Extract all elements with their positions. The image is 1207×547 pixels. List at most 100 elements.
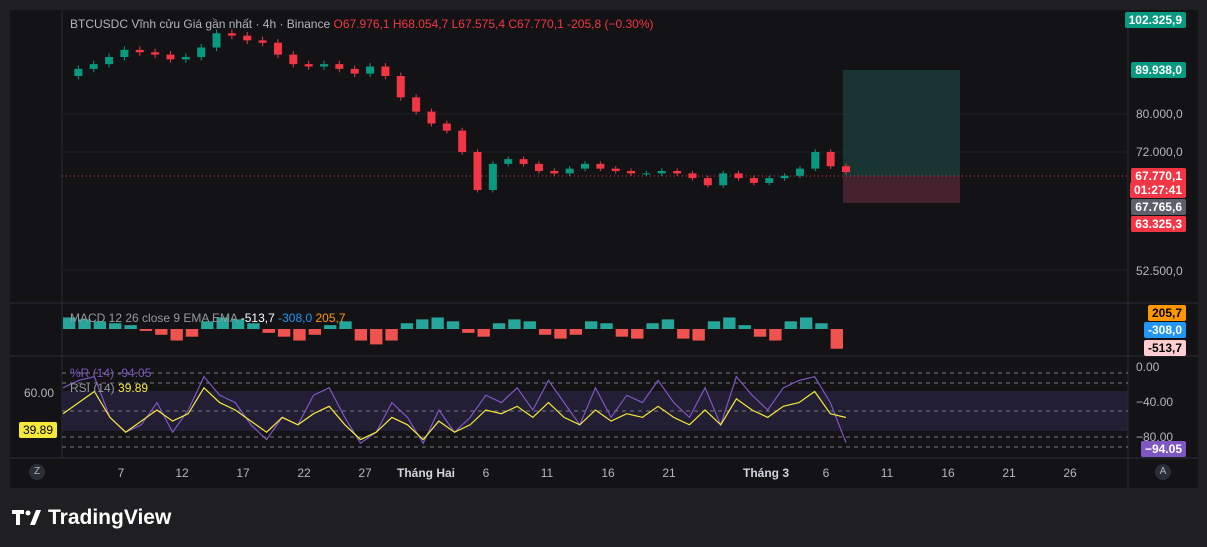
macd-bar-30 (523, 321, 536, 329)
price-tag-stop: 63.325,3 (1131, 216, 1186, 232)
candle-16 (304, 64, 313, 67)
candle-46 (765, 178, 774, 183)
candle-22 (396, 76, 405, 98)
macd-bar-18 (339, 321, 352, 329)
macd-bar-28 (492, 323, 506, 329)
price-tag-top: 102.325,9 (1124, 12, 1186, 28)
price-tag-mark: 67.765,6 (1131, 199, 1186, 215)
macd-bar-42 (707, 321, 721, 329)
candle-4 (120, 49, 129, 57)
open-value: O67.976,1 (333, 17, 390, 31)
candle-28 (488, 163, 497, 190)
target-zone (843, 70, 960, 176)
x-tick-15: 26 (1063, 466, 1077, 480)
candle-15 (289, 54, 298, 65)
macd-bar-29 (508, 319, 521, 329)
candle-8 (181, 57, 190, 60)
candle-37 (627, 171, 636, 174)
candle-21 (381, 66, 390, 76)
macd-bar-17 (324, 325, 337, 329)
x-tick-11: 6 (822, 466, 830, 480)
macd-legend-value1: -513,7 (240, 311, 275, 325)
candle-5 (135, 49, 144, 53)
price-tick-72000: 72.000,0 (1136, 145, 1183, 159)
macd-tag-b: -308,0 (1143, 322, 1186, 338)
macd-legend-value2: -308,0 (278, 311, 313, 325)
stop-zone (843, 176, 960, 203)
candle-38 (642, 173, 651, 175)
candle-23 (412, 97, 421, 112)
close-value: C67.770,1 (508, 17, 564, 31)
x-tick-1: 12 (175, 466, 189, 480)
x-tick-12: 11 (880, 466, 894, 480)
macd-bar-19 (354, 329, 368, 341)
brand-logo[interactable]: TradingView (12, 506, 171, 530)
candle-25 (442, 123, 451, 131)
candle-11 (227, 33, 236, 36)
macd-bar-33 (569, 329, 582, 335)
macd-bar-21 (385, 329, 398, 341)
candle-33 (565, 168, 574, 174)
x-tick-9: 21 (662, 466, 676, 480)
candle-40 (673, 171, 682, 174)
macd-bar-6 (155, 329, 168, 335)
candle-6 (151, 52, 160, 55)
tradingview-icon (12, 510, 41, 525)
a-button[interactable]: A (1155, 464, 1171, 480)
macd-bar-49 (815, 323, 828, 329)
macd-bar-45 (753, 329, 767, 337)
candle-31 (534, 163, 543, 171)
x-tick-5: Tháng Hai (396, 466, 456, 480)
macd-bar-37 (631, 329, 644, 339)
left-rsi-badge: 39.89 (19, 422, 58, 438)
macd-bar-12 (247, 323, 260, 329)
candle-17 (320, 64, 328, 67)
candle-45 (749, 178, 758, 183)
candle-14 (273, 42, 282, 55)
macd-bar-25 (446, 321, 460, 329)
macd-bar-34 (585, 321, 598, 329)
macd-bar-50 (830, 329, 843, 349)
candle-20 (366, 66, 375, 74)
x-tick-3: 22 (297, 466, 311, 480)
macd-bar-10 (216, 317, 229, 329)
macd-bar-9 (201, 321, 214, 329)
brand-name: TradingView (48, 506, 172, 529)
macd-bar-2 (93, 321, 107, 329)
candle-51 (842, 166, 850, 173)
macd-bar-0 (63, 317, 76, 329)
symbol-label: BTCUSDC Vĩnh cửu Giá gần nhất · 4h · Bin… (70, 17, 331, 31)
x-tick-8: 16 (601, 466, 615, 480)
candle-34 (581, 163, 589, 169)
macd-bar-22 (400, 323, 414, 329)
osc-tick-40: −40.00 (1136, 395, 1174, 409)
price-tag-target: 89.938,0 (1131, 62, 1186, 78)
x-tick-4: 27 (358, 466, 372, 480)
macd-histogram (63, 317, 843, 349)
candle-41 (688, 173, 697, 179)
macd-bar-23 (416, 319, 429, 329)
ohlc-legend[interactable]: BTCUSDC Vĩnh cửu Giá gần nhất · 4h · Bin… (70, 17, 653, 31)
candle-35 (596, 163, 605, 169)
left-scale-label: 60.00 (24, 386, 55, 400)
williams-legend: %R (14) -94.05 (70, 366, 152, 380)
candle-12 (243, 35, 252, 41)
macd-legend-title: MACD 12 26 close 9 EMA EMA (70, 311, 238, 325)
osc-legend[interactable]: %R (14) -94.05 RSI (14) 39.89 (70, 366, 151, 396)
macd-bar-7 (170, 329, 183, 341)
macd-bar-14 (277, 329, 291, 337)
candle-13 (258, 40, 267, 43)
rsi-legend-value: 39.89 (118, 381, 149, 395)
candle-1 (74, 68, 83, 76)
macd-legend[interactable]: MACD 12 26 close 9 EMA EMA -513,7 -308,0… (70, 311, 346, 325)
z-button[interactable]: Z (29, 464, 45, 480)
macd-bar-16 (308, 329, 321, 335)
macd-bar-15 (293, 329, 306, 341)
macd-bar-27 (477, 329, 490, 337)
x-tick-6: 6 (482, 466, 490, 480)
rsi-line (62, 386, 847, 441)
candle-47 (780, 175, 789, 179)
macd-bar-38 (646, 323, 659, 329)
macd-bar-48 (799, 317, 813, 329)
